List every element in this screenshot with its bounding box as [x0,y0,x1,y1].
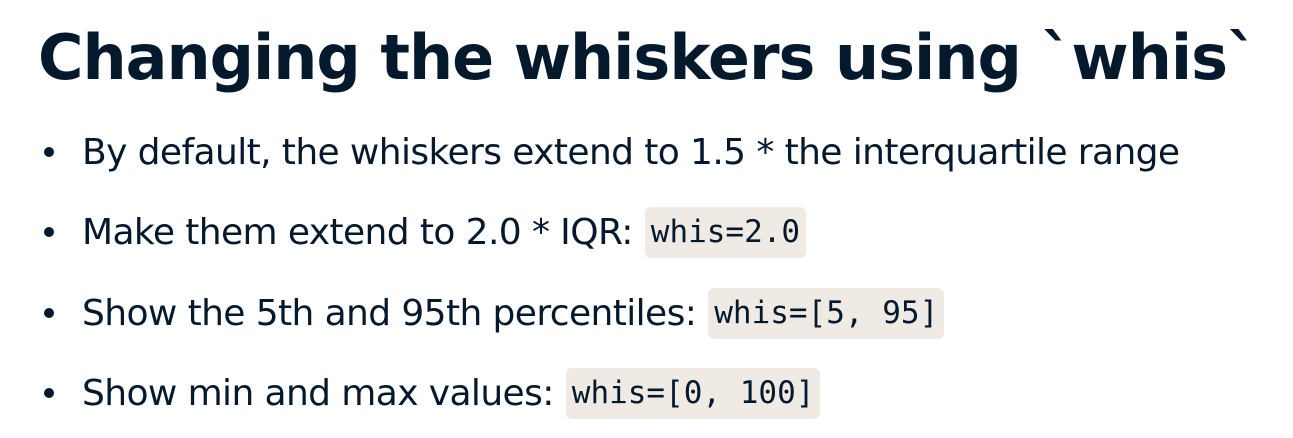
bullet-dot-icon [44,388,54,398]
slide-title: Changing the whiskers using `whis` [38,21,1258,94]
bullet-dot-icon [44,227,54,237]
bullet-text: Show min and max values: [82,372,554,414]
bullet-text: Show the 5th and 95th percentiles: [82,292,697,334]
bullet-text: By default, the whiskers extend to 1.5 *… [82,131,1180,173]
inline-code: whis=[5, 95] [708,287,945,339]
bullet-text: Make them extend to 2.0 * IQR: [82,211,633,253]
bullet-text-wrap: Show min and max values: whis=[0, 100] [82,367,821,419]
bullet-text-wrap: Make them extend to 2.0 * IQR: whis=2.0 [82,206,807,258]
bullet-dot-icon [44,147,54,157]
bullet-dot-icon [44,308,54,318]
bullet-text-wrap: By default, the whiskers extend to 1.5 *… [82,131,1180,173]
inline-code: whis=2.0 [644,206,807,258]
inline-code: whis=[0, 100] [565,367,821,419]
bullet-text-wrap: Show the 5th and 95th percentiles: whis=… [82,287,945,339]
